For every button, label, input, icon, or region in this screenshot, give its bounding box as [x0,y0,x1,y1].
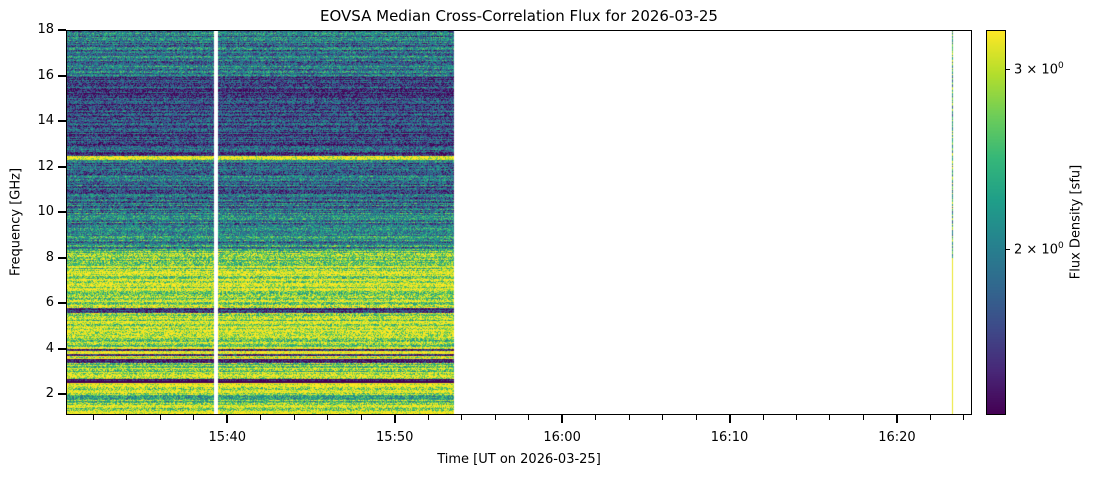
x-minor-tick [862,415,864,420]
x-minor-tick [461,415,463,420]
y-tick [58,211,66,214]
x-minor-tick [695,415,697,420]
y-tick [58,256,66,259]
colorbar-tick [1006,249,1010,251]
colorbar-label: Flux Density [sfu] [1068,164,1084,280]
x-minor-tick [193,415,195,420]
colorbar-tick [1006,69,1010,71]
y-tick-label: 8 [45,249,54,265]
y-tick-label: 12 [37,158,54,174]
x-minor-tick [628,415,630,420]
x-tick [393,415,396,423]
y-tick-label: 4 [45,340,54,356]
colorbar-tick-mantissa: 2 × 10 [1014,242,1058,258]
x-tick [561,415,564,423]
x-tick-label: 16:00 [543,430,581,445]
x-minor-tick [327,415,329,420]
y-tick-label: 14 [37,113,54,129]
y-tick-label: 18 [37,22,54,37]
chart-title: EOVSA Median Cross-Correlation Flux for … [320,7,718,25]
x-minor-tick [360,415,362,420]
y-tick-label: 10 [37,204,54,220]
x-minor-tick [427,415,429,420]
x-tick [895,415,898,423]
y-axis-label: Frequency [GHz] [8,167,24,277]
y-tick [58,29,66,31]
x-minor-tick [293,415,295,420]
x-minor-tick [963,415,965,420]
plot-area [66,30,972,415]
y-tick [58,74,66,77]
y-tick-label: 2 [45,386,54,402]
colorbar-tick-exponent: 0 [1057,240,1064,251]
x-minor-tick [126,415,128,420]
y-tick [58,393,66,396]
x-tick-label: 16:20 [878,430,916,445]
x-axis-label: Time [UT on 2026-03-25] [437,452,601,467]
y-tick-label: 16 [37,67,54,83]
x-minor-tick [929,415,931,420]
colorbar-tick-mantissa: 3 × 10 [1014,62,1058,77]
y-tick [58,165,66,168]
x-minor-tick [528,415,530,420]
x-tick [728,415,731,423]
x-minor-tick [595,415,597,420]
x-minor-tick [795,415,797,420]
x-tick [226,415,229,423]
x-tick-label: 16:10 [710,430,749,445]
x-minor-tick [662,415,664,420]
spectrogram-heatmap [66,30,972,415]
y-tick-label: 6 [45,295,54,311]
y-tick [58,302,66,305]
colorbar [986,30,1006,415]
y-tick [58,347,66,350]
x-minor-tick [829,415,831,420]
y-tick [58,120,66,123]
x-minor-tick [92,415,94,420]
x-minor-tick [762,415,764,420]
x-tick-label: 15:40 [208,430,246,445]
x-minor-tick [159,415,161,420]
colorbar-tick-label: 3 × 100 [1014,61,1064,77]
x-minor-tick [260,415,262,420]
x-tick-label: 15:50 [375,430,414,445]
x-minor-tick [494,415,496,420]
colorbar-tick-exponent: 0 [1057,60,1064,71]
colorbar-tick-label: 2 × 100 [1014,241,1064,257]
